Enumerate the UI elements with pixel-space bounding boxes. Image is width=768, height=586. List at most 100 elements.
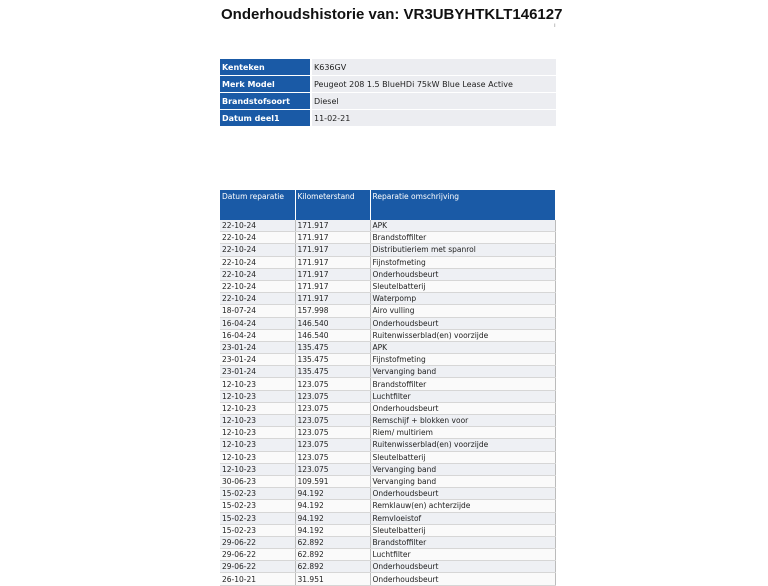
cell-date: 12-10-23 bbox=[220, 377, 296, 391]
cell-mileage: 123.075 bbox=[295, 451, 371, 464]
cell-description: Remklauw(en) achterzijde bbox=[370, 499, 556, 513]
cell-date: 12-10-23 bbox=[220, 451, 296, 464]
cell-date: 15-02-23 bbox=[220, 487, 296, 501]
table-row: 12-10-23 123.075 Remschijf + blokken voor bbox=[220, 414, 556, 428]
cell-mileage: 123.075 bbox=[295, 438, 371, 452]
cell-description: Remschijf + blokken voor bbox=[370, 414, 556, 428]
table-row: 15-02-23 94.192 Sleutelbatterij bbox=[220, 524, 556, 537]
table-row: 12-10-23 123.075 Sleutelbatterij bbox=[220, 451, 556, 464]
info-value: Diesel bbox=[310, 92, 556, 110]
page-title: Onderhoudshistorie van: VR3UBYHTKLT14612… bbox=[221, 6, 563, 23]
cell-date: 29-06-22 bbox=[220, 536, 296, 550]
info-row: Brandstofsoort Diesel bbox=[220, 92, 556, 110]
page-mark: ı bbox=[554, 22, 556, 29]
cell-date: 22-10-24 bbox=[220, 268, 296, 281]
table-row: 22-10-24 171.917 Sleutelbatterij bbox=[220, 280, 556, 294]
info-value: K636GV bbox=[310, 59, 556, 76]
cell-date: 22-10-24 bbox=[220, 231, 296, 245]
cell-date: 12-10-23 bbox=[220, 426, 296, 440]
cell-mileage: 123.075 bbox=[295, 402, 371, 416]
info-row: Merk Model Peugeot 208 1.5 BlueHDi 75kW B… bbox=[220, 75, 556, 93]
cell-mileage: 62.892 bbox=[295, 548, 371, 562]
table-row: 29-06-22 62.892 Luchtfilter bbox=[220, 548, 556, 562]
table-row: 15-02-23 94.192 Remvloeistof bbox=[220, 512, 556, 525]
info-value: 11-02-21 bbox=[310, 109, 556, 127]
cell-date: 12-10-23 bbox=[220, 414, 296, 428]
table-row: 12-10-23 123.075 Onderhoudsbeurt bbox=[220, 402, 556, 416]
table-row: 30-06-23 109.591 Vervanging band bbox=[220, 475, 556, 489]
table-row: 22-10-24 171.917 Distributieriem met spanr… bbox=[220, 243, 556, 257]
cell-description: Onderhoudsbeurt bbox=[370, 268, 556, 281]
cell-date: 23-01-24 bbox=[220, 341, 296, 355]
cell-mileage: 123.075 bbox=[295, 426, 371, 440]
cell-mileage: 171.917 bbox=[295, 292, 371, 306]
cell-date: 15-02-23 bbox=[220, 524, 296, 537]
cell-mileage: 157.998 bbox=[295, 304, 371, 318]
info-row: Datum deel1 11-02-21 bbox=[220, 109, 556, 127]
cell-date: 22-10-24 bbox=[220, 256, 296, 269]
cell-mileage: 123.075 bbox=[295, 377, 371, 391]
cell-description: Vervanging band bbox=[370, 463, 556, 476]
cell-description: Fijnstofmeting bbox=[370, 353, 556, 367]
info-label: Datum deel1 bbox=[220, 109, 311, 127]
cell-mileage: 62.892 bbox=[295, 536, 371, 550]
cell-description: Sleutelbatterij bbox=[370, 280, 556, 294]
cell-description: Onderhoudsbeurt bbox=[370, 560, 556, 574]
cell-mileage: 94.192 bbox=[295, 512, 371, 525]
cell-description: Ruitenwisserblad(en) voorzijde bbox=[370, 329, 556, 342]
cell-mileage: 62.892 bbox=[295, 560, 371, 574]
cell-description: Brandstoffilter bbox=[370, 231, 556, 245]
table-row: 26-10-21 31.951 Onderhoudsbeurt bbox=[220, 572, 556, 586]
cell-mileage: 123.075 bbox=[295, 463, 371, 476]
cell-description: Brandstoffilter bbox=[370, 536, 556, 550]
cell-date: 15-02-23 bbox=[220, 512, 296, 525]
cell-date: 15-02-23 bbox=[220, 499, 296, 513]
cell-date: 12-10-23 bbox=[220, 402, 296, 416]
cell-mileage: 31.951 bbox=[295, 572, 371, 586]
maintenance-history-table: Datum reparatie Kilometerstand Reparatie… bbox=[220, 190, 556, 586]
info-value: Peugeot 208 1.5 BlueHDi 75kW Blue Lease … bbox=[310, 75, 556, 93]
cell-description: APK bbox=[370, 220, 556, 233]
info-label: Brandstofsoort bbox=[220, 92, 311, 110]
table-row: 22-10-24 171.917 Brandstoffilter bbox=[220, 231, 556, 245]
cell-mileage: 146.540 bbox=[295, 317, 371, 330]
cell-mileage: 135.475 bbox=[295, 353, 371, 367]
vehicle-info-table: Kenteken K636GV Merk Model Peugeot 208 1.5 … bbox=[220, 59, 556, 127]
table-row: 12-10-23 123.075 Ruitenwisserblad(en) voor… bbox=[220, 438, 556, 452]
cell-description: Vervanging band bbox=[370, 475, 556, 489]
cell-description: Onderhoudsbeurt bbox=[370, 572, 556, 586]
cell-date: 29-06-22 bbox=[220, 548, 296, 562]
cell-description: Sleutelbatterij bbox=[370, 451, 556, 464]
cell-description: Riem/ multiriem bbox=[370, 426, 556, 440]
cell-mileage: 94.192 bbox=[295, 499, 371, 513]
table-row: 29-06-22 62.892 Onderhoudsbeurt bbox=[220, 560, 556, 574]
cell-date: 16-04-24 bbox=[220, 329, 296, 342]
cell-date: 26-10-21 bbox=[220, 572, 296, 586]
cell-description: Brandstoffilter bbox=[370, 377, 556, 391]
column-header-date: Datum reparatie bbox=[220, 190, 296, 220]
cell-description: Onderhoudsbeurt bbox=[370, 402, 556, 416]
cell-description: Onderhoudsbeurt bbox=[370, 317, 556, 330]
cell-mileage: 171.917 bbox=[295, 220, 371, 233]
table-row: 23-01-24 135.475 APK bbox=[220, 341, 556, 355]
table-row: 16-04-24 146.540 Onderhoudsbeurt bbox=[220, 317, 556, 330]
cell-date: 22-10-24 bbox=[220, 243, 296, 257]
cell-mileage: 123.075 bbox=[295, 390, 371, 403]
cell-description: Fijnstofmeting bbox=[370, 256, 556, 269]
cell-description: Remvloeistof bbox=[370, 512, 556, 525]
table-row: 12-10-23 123.075 Brandstoffilter bbox=[220, 377, 556, 391]
cell-mileage: 135.475 bbox=[295, 365, 371, 379]
cell-date: 18-07-24 bbox=[220, 304, 296, 318]
table-row: 22-10-24 171.917 APK bbox=[220, 220, 556, 233]
cell-description: Vervanging band bbox=[370, 365, 556, 379]
cell-date: 23-01-24 bbox=[220, 365, 296, 379]
cell-description: Onderhoudsbeurt bbox=[370, 487, 556, 501]
cell-date: 23-01-24 bbox=[220, 353, 296, 367]
cell-mileage: 171.917 bbox=[295, 231, 371, 245]
cell-date: 30-06-23 bbox=[220, 475, 296, 489]
cell-description: Ruitenwisserblad(en) voorzijde bbox=[370, 438, 556, 452]
cell-mileage: 171.917 bbox=[295, 256, 371, 269]
cell-date: 12-10-23 bbox=[220, 438, 296, 452]
column-header-description: Reparatie omschrijving bbox=[370, 190, 556, 220]
cell-mileage: 146.540 bbox=[295, 329, 371, 342]
